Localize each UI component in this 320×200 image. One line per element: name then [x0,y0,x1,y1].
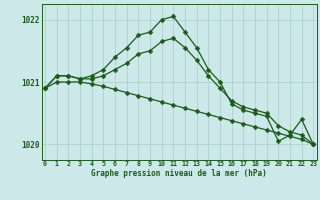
X-axis label: Graphe pression niveau de la mer (hPa): Graphe pression niveau de la mer (hPa) [91,169,267,178]
